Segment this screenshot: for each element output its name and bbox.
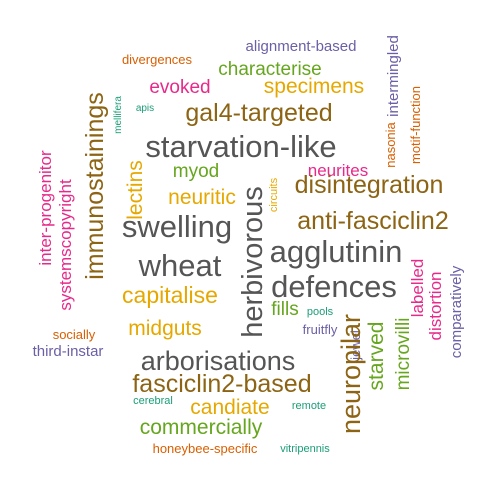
word-apis: apis xyxy=(136,103,154,114)
word-honeybee-specific: honeybee-specific xyxy=(153,441,258,456)
word-immunostainings: immunostainings xyxy=(81,92,109,280)
word-microvilli: microvilli xyxy=(393,318,414,391)
word-systemscopyright: systemscopyright xyxy=(56,179,75,311)
word-intermingled: intermingled xyxy=(385,35,402,117)
word-alignment-based: alignment-based xyxy=(246,38,357,55)
word-mellifera: mellifera xyxy=(113,96,124,134)
word-starvation-like: starvation-like xyxy=(145,129,336,164)
word-lectins: lectins xyxy=(124,160,147,220)
word-neuritic: neuritic xyxy=(168,186,236,209)
word-nasonia: nasonia xyxy=(383,121,398,167)
word-arborisations: arborisations xyxy=(141,346,296,376)
word-jewel: jewel xyxy=(348,330,363,361)
word-neurites: neurites xyxy=(308,161,368,180)
word-vitripennis: vitripennis xyxy=(280,443,330,455)
word-swelling: swelling xyxy=(122,209,232,244)
word-gal4-targeted: gal4-targeted xyxy=(185,99,332,127)
word-inter-progenitor: inter-progenitor xyxy=(36,150,55,266)
word-motif-function: motif-function xyxy=(408,86,423,164)
word-herbivorous: herbivorous xyxy=(237,186,269,338)
word-specimens: specimens xyxy=(264,75,364,98)
word-fills: fills xyxy=(271,299,298,320)
word-midguts: midguts xyxy=(128,317,202,340)
word-circuits: circuits xyxy=(268,177,280,212)
word-third-instar: third-instar xyxy=(33,343,104,360)
word-disintegration: disintegration xyxy=(295,171,444,199)
word-labelled: labelled xyxy=(408,259,427,318)
word-cerebral: cerebral xyxy=(133,395,173,407)
word-myod: myod xyxy=(173,161,219,182)
word-capitalise: capitalise xyxy=(122,282,218,308)
word-fasciclin2-based: fasciclin2-based xyxy=(132,370,311,398)
word-distortion: distortion xyxy=(426,272,445,341)
word-socially: socially xyxy=(53,327,96,342)
word-anti-fasciclin2: anti-fasciclin2 xyxy=(297,207,448,235)
word-neuropilar: neuropilar xyxy=(336,314,366,434)
word-pools: pools xyxy=(307,306,334,318)
word-fruitfly: fruitfly xyxy=(303,322,338,337)
word-evoked: evoked xyxy=(149,77,210,98)
word-defences: defences xyxy=(271,269,397,304)
word-divergences: divergences xyxy=(122,52,193,67)
word-starved: starved xyxy=(365,322,388,391)
word-comparatively: comparatively xyxy=(448,265,465,358)
word-characterise: characterise xyxy=(218,59,322,80)
word-commercially: commercially xyxy=(140,416,263,439)
word-candiate: candiate xyxy=(190,396,269,419)
word-wheat: wheat xyxy=(138,248,222,283)
word-remote: remote xyxy=(292,400,326,412)
word-agglutinin: agglutinin xyxy=(270,234,403,269)
